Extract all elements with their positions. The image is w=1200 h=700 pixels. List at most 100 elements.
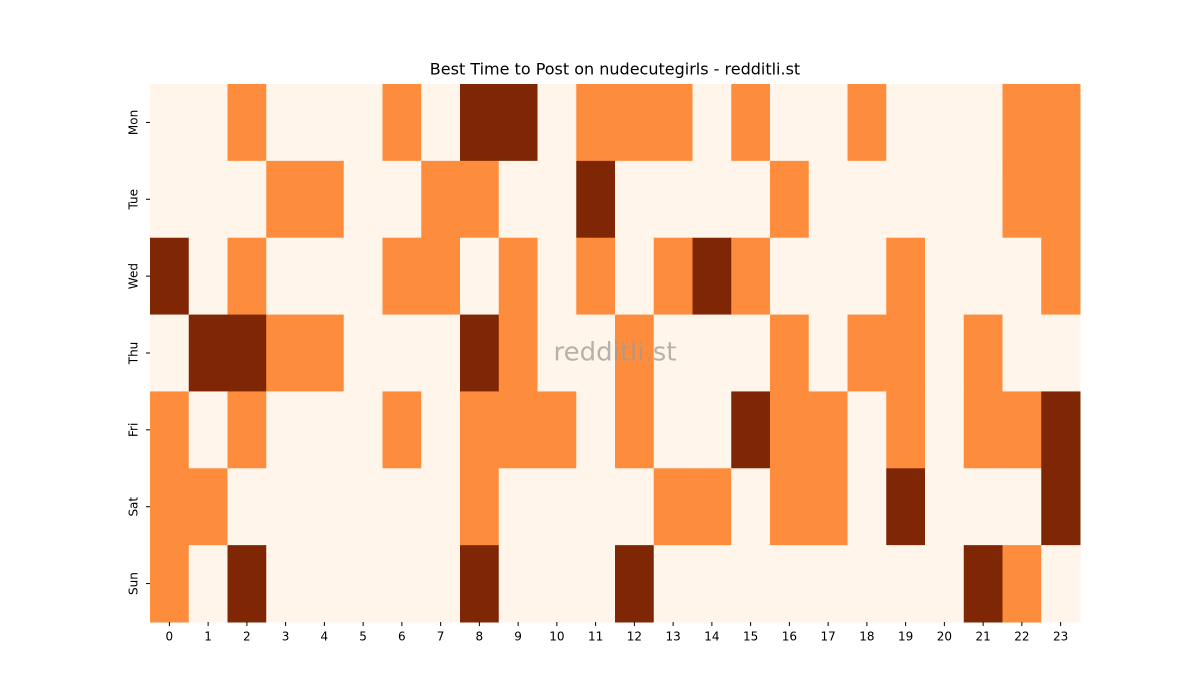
heatmap-cell [227,545,267,623]
heatmap-cell [615,391,655,469]
heatmap-cell [576,237,616,316]
heatmap-cell [886,160,926,239]
heatmap-cell [498,545,538,623]
heatmap-cell [150,545,190,623]
x-tick-label: 10 [549,630,564,644]
heatmap-cell [653,468,693,546]
heatmap-cell [1002,314,1042,392]
heatmap-cell [537,160,577,239]
heatmap-cell [770,468,810,546]
heatmap-cell [692,237,732,316]
heatmap-cell [266,314,306,392]
x-tick-label: 1 [204,630,212,644]
heatmap-cell [925,391,965,469]
heatmap-cell [266,84,306,162]
heatmap-cell [266,545,306,623]
heatmap-cell [692,160,732,239]
heatmap-cell [460,391,500,469]
heatmap-cell [188,545,228,623]
heatmap-cell [305,468,345,546]
x-tick-label: 5 [359,630,367,644]
heatmap-cell [421,160,461,239]
heatmap-cell [421,237,461,316]
heatmap-cell [498,84,538,162]
heatmap-cell [770,391,810,469]
y-tick-label: Tue [127,189,141,211]
heatmap-cell [421,545,461,623]
x-tick-label: 0 [166,630,174,644]
heatmap-cell [382,545,422,623]
heatmap-cell [770,314,810,392]
heatmap-cell [266,468,306,546]
heatmap-cell [576,314,616,392]
heatmap-cell [1002,545,1042,623]
heatmap-cell [537,545,577,623]
heatmap-cell [305,391,345,469]
heatmap-cell [266,391,306,469]
heatmap-cell [963,468,1003,546]
watermark: redditli.st [554,338,677,368]
x-tick-label: 22 [1014,630,1029,644]
heatmap-cell [615,237,655,316]
heatmap-cell [343,160,383,239]
heatmap-cell [227,237,267,316]
heatmap-cell [731,545,771,623]
heatmap-cell [188,314,228,392]
x-tick-label: 11 [588,630,603,644]
heatmap-cell [653,391,693,469]
y-tick-label: Thu [127,342,141,366]
heatmap-cell [343,314,383,392]
heatmap-cell [615,160,655,239]
heatmap-cell [188,468,228,546]
heatmap-cell [576,84,616,162]
heatmap-cell [1002,160,1042,239]
heatmap-cell [498,468,538,546]
heatmap-cell [266,160,306,239]
heatmap-cell [615,545,655,623]
y-tick-label: Sun [127,572,141,595]
heatmap-cell [537,237,577,316]
heatmap-cell [615,84,655,162]
heatmap-cell [150,468,190,546]
heatmap-cell [731,468,771,546]
heatmap-cell [1002,84,1042,162]
heatmap-cell [770,237,810,316]
heatmap-cell [808,237,848,316]
heatmap-cell [460,468,500,546]
heatmap-cell [925,237,965,316]
heatmap-cell [731,160,771,239]
heatmap-cell [227,391,267,469]
heatmap-cell [382,314,422,392]
heatmap-cell [886,237,926,316]
x-tick-label: 3 [282,630,290,644]
heatmap-cell [692,545,732,623]
heatmap-cell [537,468,577,546]
heatmap-cell [460,237,500,316]
x-tick-label: 7 [437,630,445,644]
heatmap-cell [653,314,693,392]
heatmap-cell [886,468,926,546]
heatmap-cell [808,314,848,392]
heatmap-cell [808,468,848,546]
heatmap-cell [808,160,848,239]
x-tick-label: 17 [820,630,835,644]
x-tick-label: 9 [514,630,522,644]
heatmap-cell [188,84,228,162]
heatmap-cell [1041,160,1081,239]
heatmap-cell [963,314,1003,392]
heatmap-cell [653,84,693,162]
heatmap-cell [1002,237,1042,316]
x-tick-label: 19 [898,630,913,644]
heatmap-cell [692,468,732,546]
heatmap-cell [576,391,616,469]
heatmap-cell [460,314,500,392]
heatmap-cell [188,160,228,239]
heatmap-cell [847,237,887,316]
heatmap-cell [343,545,383,623]
heatmap-cell [343,237,383,316]
heatmap-cell [305,160,345,239]
heatmap-cell [1041,545,1081,623]
heatmap-cell [653,160,693,239]
heatmap-cell [808,545,848,623]
heatmap-cell [731,84,771,162]
